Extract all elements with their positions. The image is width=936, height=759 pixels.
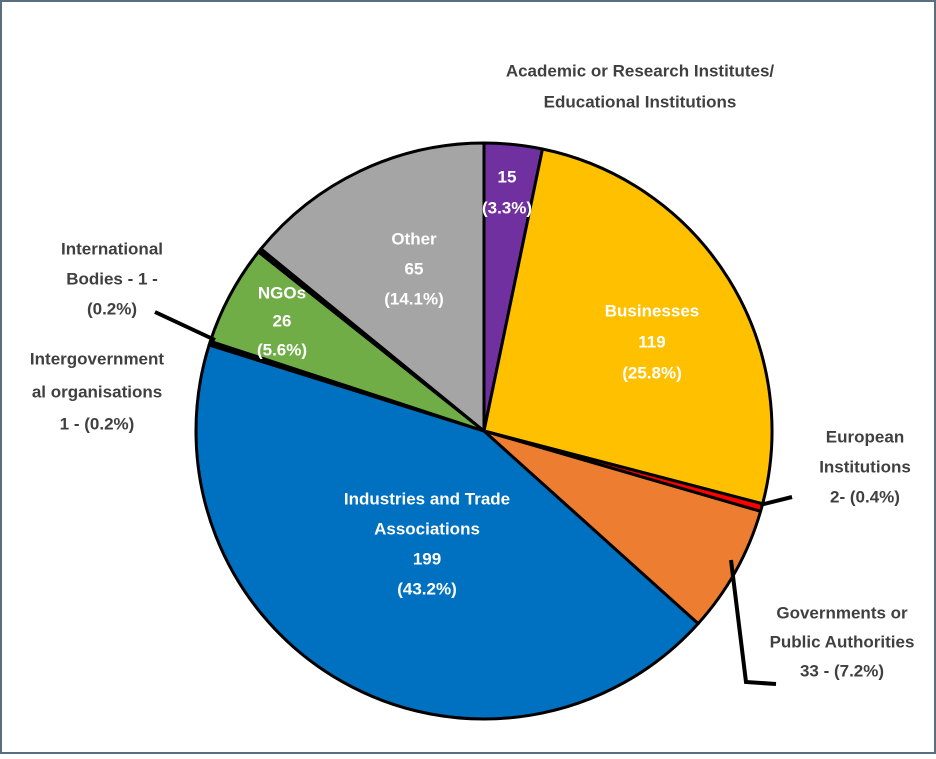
value-label: 26 xyxy=(273,311,292,330)
pie-slice xyxy=(259,141,486,433)
pie-slice xyxy=(482,429,763,626)
value-label: 65 xyxy=(405,259,424,278)
slice-label: Associations xyxy=(374,519,480,538)
slice-label: Other xyxy=(391,229,437,248)
leader-line xyxy=(729,559,777,686)
slice-label: NGOs xyxy=(258,283,306,302)
pie xyxy=(194,141,774,721)
slice-label: Academic or Research Institutes/ xyxy=(506,61,775,80)
value-label: 1 - (0.2%) xyxy=(60,414,135,433)
value-label: (25.8%) xyxy=(622,363,682,382)
slice-label: Institutions xyxy=(819,457,911,476)
slice-label: Educational Institutions xyxy=(544,92,737,111)
slice-label: Industries and Trade xyxy=(344,489,510,508)
slice-label: Bodies - 1 - xyxy=(66,269,158,288)
value-label: (3.3%) xyxy=(482,198,532,217)
value-label: 2- (0.4%) xyxy=(830,487,900,506)
pie-slice xyxy=(194,343,700,721)
value-label: 199 xyxy=(413,549,441,568)
slice-label: Governments or xyxy=(776,603,908,622)
slice-label: al organisations xyxy=(32,382,162,401)
labels: Academic or Research Institutes/Educatio… xyxy=(30,61,914,680)
leader-line xyxy=(154,310,216,342)
slice-label: International xyxy=(61,239,163,258)
slice-label: Intergovernment xyxy=(30,349,164,368)
value-label: 119 xyxy=(638,332,665,351)
slice-label: European xyxy=(826,427,904,446)
pie-slice xyxy=(482,147,774,506)
leader-line xyxy=(759,495,793,507)
value-label: (5.6%) xyxy=(257,340,307,359)
value-label: (14.1%) xyxy=(384,289,444,308)
leader-lines xyxy=(154,310,793,686)
value-label: (43.2%) xyxy=(397,579,457,598)
slice-label: Public Authorities xyxy=(770,632,915,651)
value-label: (0.2%) xyxy=(87,299,137,318)
value-label: 15 xyxy=(498,167,517,186)
value-label: 33 - (7.2%) xyxy=(800,661,884,680)
slice-label: Businesses xyxy=(605,301,700,320)
